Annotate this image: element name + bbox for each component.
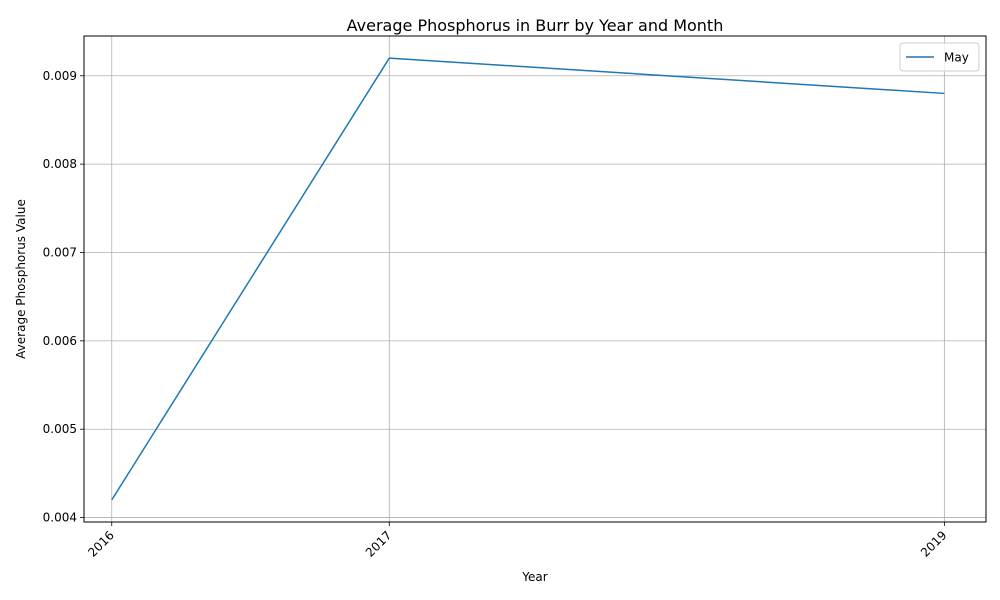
x-axis-ticks: 2016 2017 2019: [85, 522, 949, 560]
grid: [84, 36, 986, 522]
y-axis-label: Average Phosphorus Value: [14, 199, 28, 359]
y-tick-label: 0.004: [43, 511, 77, 525]
x-tick-label: 2017: [363, 528, 394, 559]
y-axis-ticks: 0.004 0.005 0.006 0.007 0.008 0.009: [43, 69, 84, 525]
plot-frame: [83, 35, 987, 523]
x-tick-label: 2016: [85, 528, 116, 559]
y-tick-label: 0.005: [43, 422, 77, 436]
series-line-may: [111, 57, 945, 501]
y-tick-label: 0.006: [43, 334, 77, 348]
legend: May: [899, 42, 980, 72]
y-tick-label: 0.008: [43, 157, 77, 171]
legend-label-may: May: [944, 51, 969, 65]
y-tick-label: 0.009: [43, 69, 77, 83]
x-axis-label: Year: [521, 570, 547, 584]
chart-title: Average Phosphorus in Burr by Year and M…: [347, 16, 724, 35]
x-tick-label: 2019: [918, 528, 949, 559]
y-tick-label: 0.007: [43, 245, 77, 259]
series-layer: [111, 57, 945, 501]
legend-box: [899, 42, 980, 72]
